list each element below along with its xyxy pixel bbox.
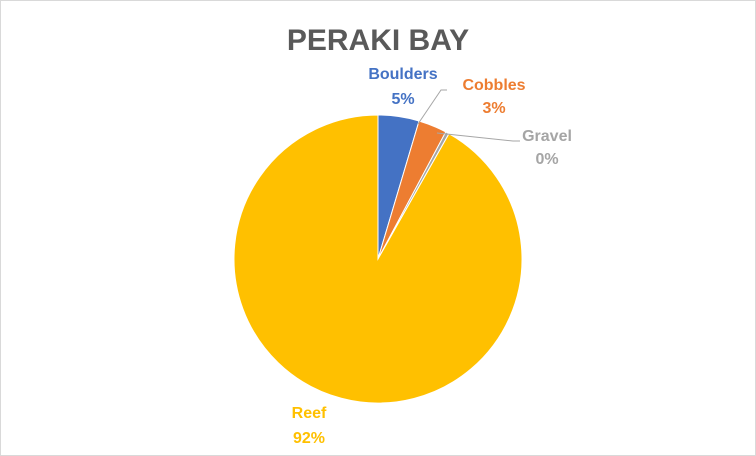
pie-slice-reef: [233, 114, 523, 404]
chart-title: PERAKI BAY: [286, 24, 470, 57]
category-label-gravel: Gravel: [522, 128, 572, 145]
leader-line-gravel: [436, 132, 520, 142]
data-label-gravel: 0%: [535, 151, 558, 168]
category-label-reef: Reef: [292, 405, 327, 422]
category-label-boulders: Boulders: [368, 66, 437, 83]
leader-line-cobbles: [417, 89, 447, 125]
data-label-cobbles: 3%: [482, 100, 505, 117]
data-label-reef: 92%: [293, 430, 325, 447]
data-label-boulders: 5%: [391, 91, 414, 108]
category-label-cobbles: Cobbles: [462, 77, 525, 94]
